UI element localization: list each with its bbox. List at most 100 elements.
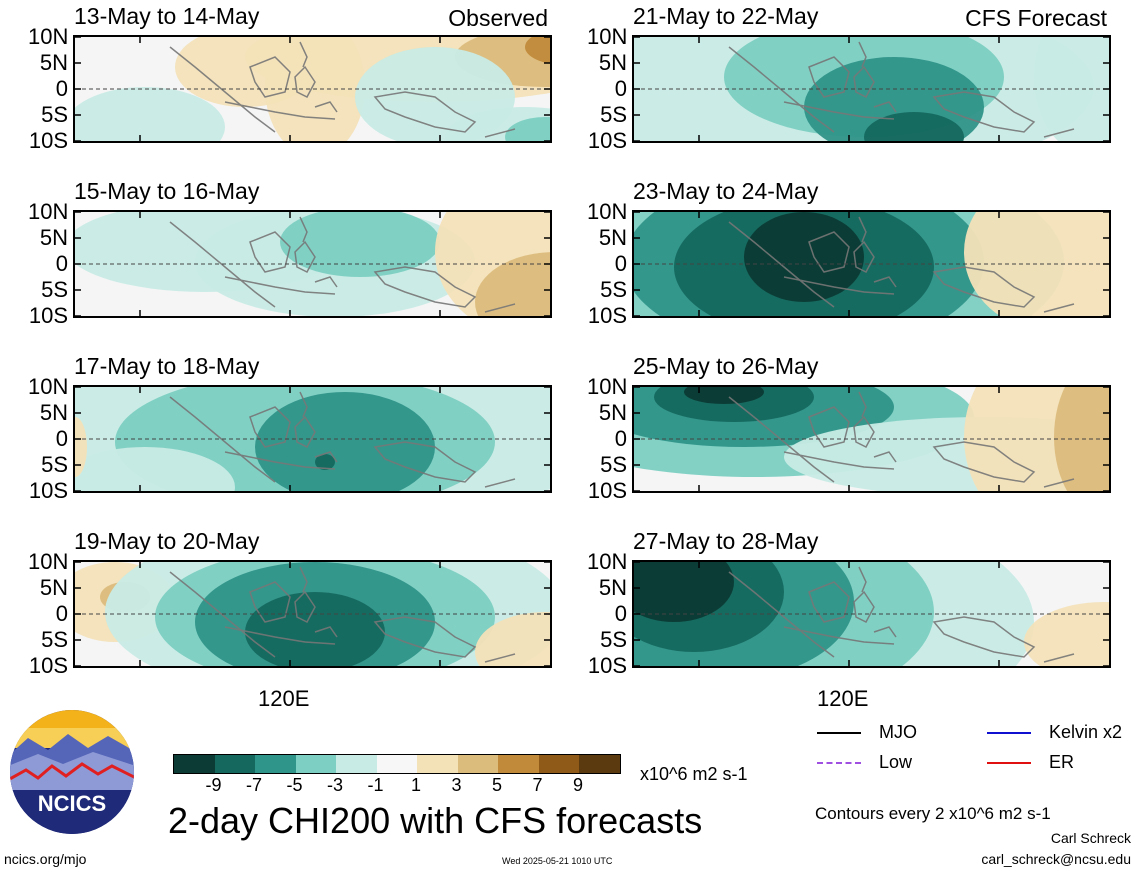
colorbar-swatch [417, 755, 458, 773]
panel-date: 19-May to 20-May [74, 528, 260, 554]
chi-contour-region [75, 87, 225, 141]
lat-label: 10N [28, 374, 69, 399]
lat-label: 10N [587, 549, 628, 574]
chi-contour-region [744, 212, 864, 302]
lat-label: 10N [28, 549, 69, 574]
panel-tag: Observed [448, 5, 548, 31]
lat-label: 10S [587, 478, 627, 503]
footer-timestamp: Wed 2025-05-21 1010 UTC [502, 856, 613, 866]
panel-date: 21-May to 22-May [633, 3, 819, 29]
colorbar-swatch [538, 755, 579, 773]
colorbar-swatch [174, 755, 215, 773]
chi-contour-region [1054, 387, 1109, 491]
lat-label: 10S [587, 653, 627, 678]
chi-contour-region [315, 454, 335, 470]
map-plot [632, 385, 1111, 493]
lat-label: 0 [614, 601, 627, 626]
lat-label: 0 [55, 76, 68, 101]
panel-date: 23-May to 24-May [633, 178, 819, 204]
colorbar-tick-label: 1 [410, 775, 421, 795]
lat-label: 10N [587, 374, 628, 399]
lat-label: 0 [55, 426, 68, 451]
lat-label: 10S [587, 128, 627, 153]
colorbar [173, 754, 621, 774]
panel-tag: CFS Forecast [965, 5, 1107, 31]
legend-mjo-line [817, 732, 861, 735]
colorbar-tick-label: -7 [245, 775, 262, 795]
lat-label: 5S [600, 102, 627, 127]
legend-item-er: ER [987, 752, 1074, 773]
lat-label: 0 [614, 251, 627, 276]
lat-label: 0 [55, 601, 68, 626]
colorbar-tick-label: -5 [286, 775, 303, 795]
footer-url: ncics.org/mjo [4, 851, 87, 867]
chi-contour-region [684, 387, 764, 404]
colorbar-swatch [498, 755, 539, 773]
chi-contour-region [505, 117, 550, 141]
lat-label: 10S [28, 478, 68, 503]
chi-contour-region [475, 252, 550, 316]
coastline [169, 566, 516, 663]
chi-contour-region [75, 447, 235, 491]
lat-label: 0 [55, 251, 68, 276]
panel-date: 13-May to 14-May [74, 3, 260, 29]
lat-label: 5N [598, 50, 627, 75]
panel-date: 17-May to 18-May [74, 353, 260, 379]
colorbar-swatch [579, 755, 620, 773]
lat-label: 5S [600, 277, 627, 302]
coastline [728, 391, 1075, 488]
colorbar-tick-label: 3 [451, 775, 462, 795]
colorbar-units: x10^6 m2 s-1 [640, 764, 748, 784]
panel-date: 27-May to 28-May [633, 528, 819, 554]
legend-item-low: Low [817, 752, 912, 773]
lat-label: 5N [39, 225, 68, 250]
map-plot [632, 560, 1111, 668]
logo-text: NCICS [38, 791, 106, 816]
contour-note: Contours every 2 x10^6 m2 s-1 [815, 804, 1051, 823]
lat-label: 5S [41, 277, 68, 302]
author: Carl Schreck [1050, 830, 1131, 846]
coastline [728, 216, 1075, 313]
lat-label: 10N [28, 24, 69, 49]
colorbar-tick-label: -1 [367, 775, 384, 795]
colorbar-tick-label: 5 [491, 775, 502, 795]
lat-label: 5S [41, 627, 68, 652]
chi-contour-region [75, 417, 87, 477]
lat-label: 5S [41, 102, 68, 127]
coastline [728, 566, 1075, 663]
panel-date: 15-May to 16-May [74, 178, 260, 204]
lon-label-left: 120E [258, 686, 310, 711]
legend-low-line [817, 762, 861, 765]
coastline [169, 41, 516, 138]
colorbar-tick-label: 9 [572, 775, 583, 795]
legend-kelvin-line [987, 732, 1031, 735]
lat-label: 10S [28, 128, 68, 153]
legend-item-mjo: MJO [817, 722, 917, 743]
legend-er-line [987, 762, 1031, 765]
chi-contour-region [1024, 602, 1109, 666]
coastline [169, 216, 516, 313]
main-title: 2-day CHI200 with CFS forecasts [168, 800, 703, 841]
chi-contour-region [280, 212, 440, 277]
lat-label: 5N [39, 50, 68, 75]
colorbar-swatch [376, 755, 417, 773]
author-email: carl_schreck@ncsu.edu [981, 851, 1131, 867]
coastline [169, 391, 516, 488]
lat-label: 5S [600, 627, 627, 652]
map-plot [632, 210, 1111, 318]
map-plot [632, 35, 1111, 143]
colorbar-swatch [336, 755, 377, 773]
lat-label: 10N [28, 199, 69, 224]
lat-label: 5N [598, 575, 627, 600]
colorbar-tick-label: -9 [205, 775, 222, 795]
lat-label: 0 [614, 76, 627, 101]
colorbar-swatch [255, 755, 296, 773]
lat-label: 10N [587, 199, 628, 224]
lat-label: 5S [600, 452, 627, 477]
chi-contour-region [634, 562, 734, 622]
lat-label: 10S [28, 653, 68, 678]
map-plot [73, 210, 552, 318]
lat-label: 10S [28, 303, 68, 328]
chi-contour-region [525, 37, 550, 64]
lat-label: 10N [587, 24, 628, 49]
